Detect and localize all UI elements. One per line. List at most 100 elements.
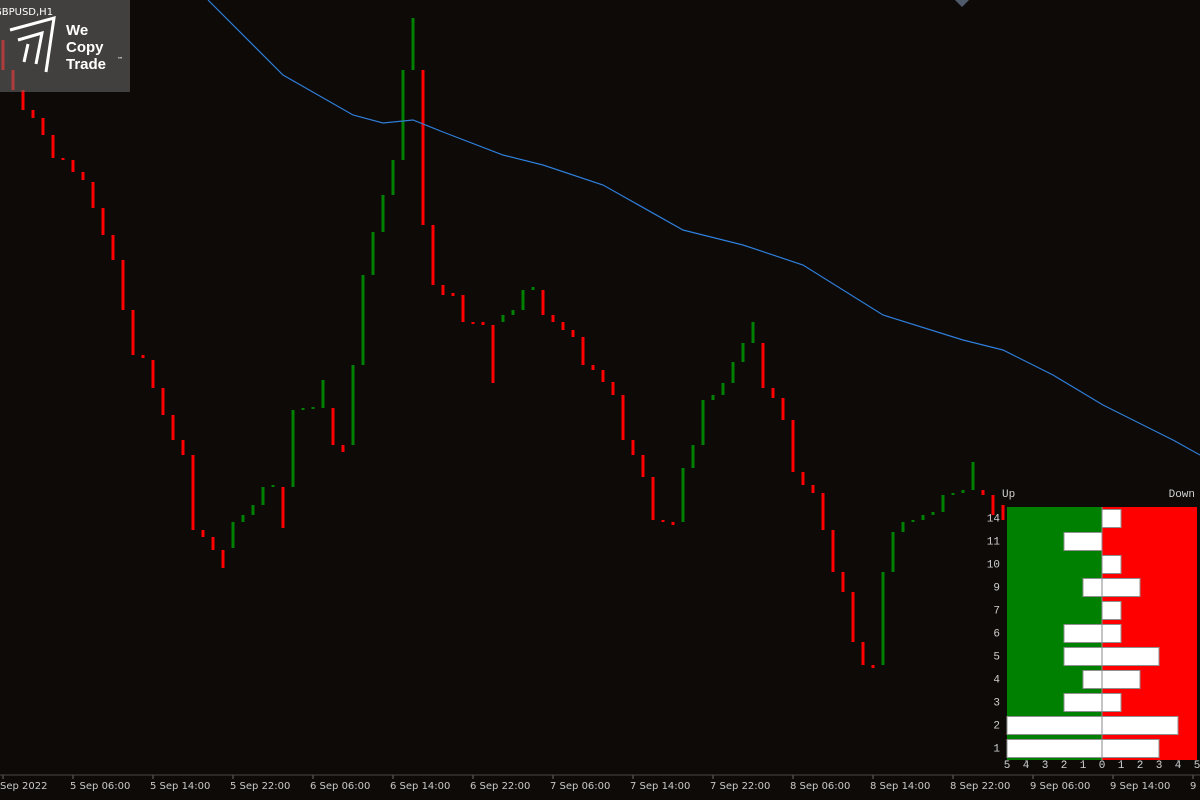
candle (161, 388, 165, 415)
candle (381, 195, 385, 232)
candle (281, 487, 285, 528)
candle (51, 135, 55, 158)
candle (661, 520, 665, 522)
x-tick-label: 4 (1175, 760, 1182, 772)
candle (21, 90, 25, 110)
x-tick-label: 2 (1137, 760, 1144, 772)
candle (691, 445, 695, 468)
bar (1063, 693, 1103, 712)
bar (1006, 739, 1103, 758)
candle (741, 343, 745, 362)
candle (861, 642, 865, 665)
candle (421, 70, 425, 225)
x-tick-label: 5 Sep 14:00 (150, 781, 210, 792)
x-tick-label: 1 (1080, 760, 1087, 772)
candle (521, 290, 525, 310)
bar (1082, 578, 1103, 597)
candle (141, 355, 145, 358)
candle (371, 232, 375, 275)
x-tick-label: 5 Sep 06:00 (70, 781, 130, 792)
candle (491, 325, 495, 383)
y-tick-label: 1 (993, 743, 1000, 755)
x-tick-label: 6 Sep 06:00 (310, 781, 370, 792)
candle (771, 388, 775, 398)
candle (341, 445, 345, 452)
candle (221, 550, 225, 568)
candle (531, 287, 535, 290)
candle (641, 455, 645, 477)
candle (971, 462, 975, 490)
x-tick-label: 8 Sep 14:00 (870, 781, 930, 792)
candle (391, 160, 395, 195)
candle (401, 70, 405, 160)
candle (461, 295, 465, 322)
x-tick-label: Sep 2022 (0, 781, 47, 792)
candle (71, 160, 75, 172)
bar (1101, 555, 1122, 574)
candle (351, 365, 355, 445)
legend-label: Up (1002, 489, 1015, 501)
candle (911, 520, 915, 522)
candle (921, 515, 925, 520)
y-tick-label: 11 (987, 536, 1001, 548)
x-tick-label: 7 Sep 22:00 (710, 781, 770, 792)
candle (941, 495, 945, 512)
candle (751, 322, 755, 343)
x-tick-label: 3 (1156, 760, 1163, 772)
candle (991, 495, 995, 515)
candle (41, 118, 45, 135)
bar (1101, 601, 1122, 620)
logo-trademark: ™ (117, 57, 123, 64)
candle (261, 487, 265, 505)
bar (1063, 624, 1103, 643)
logo-text: Trade (66, 56, 106, 73)
logo-box (0, 0, 130, 92)
y-tick-label: 6 (993, 628, 1000, 640)
candle (711, 395, 715, 400)
x-tick-label: 9 Sep 14:00 (1110, 781, 1170, 792)
x-tick-label: 0 (1099, 760, 1106, 772)
bar (1101, 670, 1141, 689)
candle (121, 260, 125, 310)
candle (451, 293, 455, 296)
candle (431, 225, 435, 285)
bar (1063, 647, 1103, 666)
candle (91, 182, 95, 208)
y-tick-label: 2 (993, 720, 1000, 732)
x-tick-label: 6 Sep 22:00 (470, 781, 530, 792)
bar (1101, 624, 1122, 643)
candle (681, 468, 685, 522)
candle (871, 665, 875, 668)
x-tick-label: 5 (1004, 760, 1011, 772)
candle (551, 315, 555, 322)
candle (981, 490, 985, 495)
candle (241, 515, 245, 522)
candle (201, 530, 205, 537)
y-tick-label: 14 (987, 513, 1001, 525)
candle (811, 485, 815, 493)
candle (301, 408, 305, 410)
y-tick-label: 9 (993, 582, 1000, 594)
y-tick-label: 10 (987, 559, 1000, 571)
candle (791, 420, 795, 472)
candle (411, 18, 415, 70)
candle (171, 415, 175, 440)
candle (761, 343, 765, 388)
candle (311, 407, 315, 409)
candle (801, 472, 805, 485)
candle (191, 455, 195, 530)
candle (841, 572, 845, 592)
legend-label: Down (1169, 489, 1195, 501)
bar (1101, 578, 1141, 597)
y-tick-label: 4 (993, 674, 1000, 686)
candle (501, 315, 505, 322)
x-tick-label: 7 Sep 14:00 (630, 781, 690, 792)
candle (831, 530, 835, 572)
candle (721, 383, 725, 395)
candle (471, 322, 475, 324)
x-tick-label: 4 (1023, 760, 1030, 772)
candle (151, 360, 155, 388)
